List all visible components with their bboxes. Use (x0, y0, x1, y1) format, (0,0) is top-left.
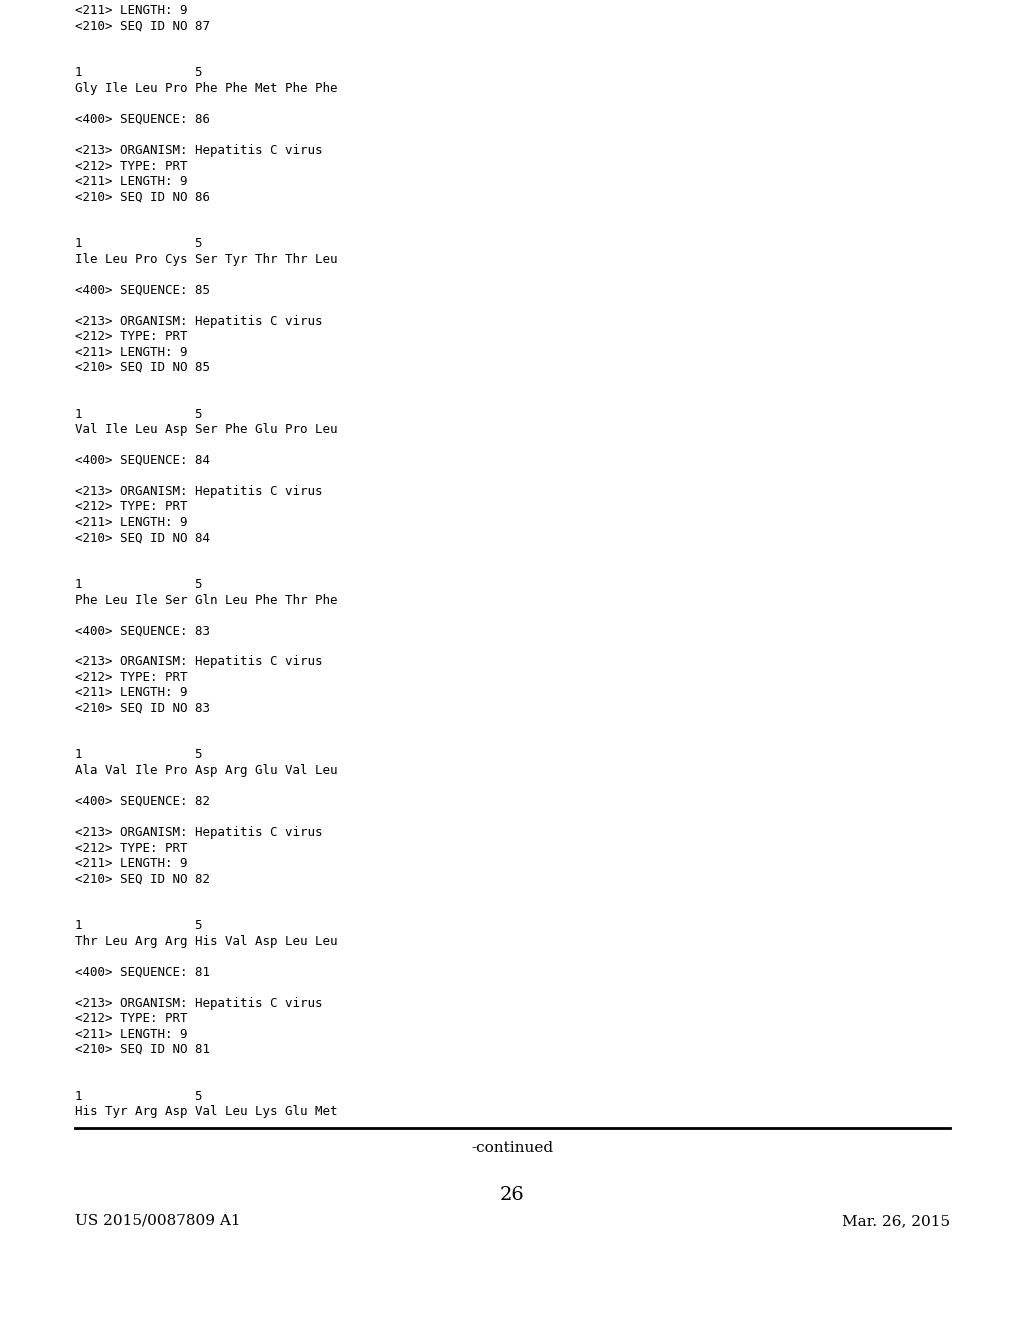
Text: 1               5: 1 5 (75, 408, 203, 421)
Text: <210> SEQ ID NO 86: <210> SEQ ID NO 86 (75, 190, 210, 203)
Text: <211> LENGTH: 9: <211> LENGTH: 9 (75, 1027, 187, 1040)
Text: <400> SEQUENCE: 82: <400> SEQUENCE: 82 (75, 795, 210, 808)
Text: Ala Val Ile Pro Asp Arg Glu Val Leu: Ala Val Ile Pro Asp Arg Glu Val Leu (75, 764, 338, 777)
Text: <210> SEQ ID NO 83: <210> SEQ ID NO 83 (75, 702, 210, 715)
Text: <213> ORGANISM: Hepatitis C virus: <213> ORGANISM: Hepatitis C virus (75, 144, 323, 157)
Text: <212> TYPE: PRT: <212> TYPE: PRT (75, 160, 187, 173)
Text: <210> SEQ ID NO 85: <210> SEQ ID NO 85 (75, 360, 210, 374)
Text: <213> ORGANISM: Hepatitis C virus: <213> ORGANISM: Hepatitis C virus (75, 314, 323, 327)
Text: Ile Leu Pro Cys Ser Tyr Thr Thr Leu: Ile Leu Pro Cys Ser Tyr Thr Thr Leu (75, 252, 338, 265)
Text: <400> SEQUENCE: 85: <400> SEQUENCE: 85 (75, 284, 210, 297)
Text: 1               5: 1 5 (75, 919, 203, 932)
Text: <211> LENGTH: 9: <211> LENGTH: 9 (75, 686, 187, 700)
Text: <211> LENGTH: 9: <211> LENGTH: 9 (75, 346, 187, 359)
Text: <210> SEQ ID NO 81: <210> SEQ ID NO 81 (75, 1043, 210, 1056)
Text: Thr Leu Arg Arg His Val Asp Leu Leu: Thr Leu Arg Arg His Val Asp Leu Leu (75, 935, 338, 948)
Text: <213> ORGANISM: Hepatitis C virus: <213> ORGANISM: Hepatitis C virus (75, 656, 323, 668)
Text: 1               5: 1 5 (75, 578, 203, 591)
Text: <210> SEQ ID NO 82: <210> SEQ ID NO 82 (75, 873, 210, 886)
Text: <212> TYPE: PRT: <212> TYPE: PRT (75, 500, 187, 513)
Text: <210> SEQ ID NO 87: <210> SEQ ID NO 87 (75, 20, 210, 33)
Text: <213> ORGANISM: Hepatitis C virus: <213> ORGANISM: Hepatitis C virus (75, 484, 323, 498)
Text: 1               5: 1 5 (75, 748, 203, 762)
Text: <212> TYPE: PRT: <212> TYPE: PRT (75, 842, 187, 854)
Text: <211> LENGTH: 9: <211> LENGTH: 9 (75, 857, 187, 870)
Text: <213> ORGANISM: Hepatitis C virus: <213> ORGANISM: Hepatitis C virus (75, 997, 323, 1010)
Text: 1               5: 1 5 (75, 66, 203, 79)
Text: Phe Leu Ile Ser Gln Leu Phe Thr Phe: Phe Leu Ile Ser Gln Leu Phe Thr Phe (75, 594, 338, 606)
Text: <212> TYPE: PRT: <212> TYPE: PRT (75, 330, 187, 343)
Text: <400> SEQUENCE: 81: <400> SEQUENCE: 81 (75, 965, 210, 978)
Text: US 2015/0087809 A1: US 2015/0087809 A1 (75, 1214, 241, 1228)
Text: <213> ORGANISM: Hepatitis C virus: <213> ORGANISM: Hepatitis C virus (75, 826, 323, 840)
Text: Mar. 26, 2015: Mar. 26, 2015 (842, 1214, 950, 1228)
Text: 26: 26 (500, 1185, 524, 1204)
Text: -continued: -continued (471, 1140, 553, 1155)
Text: Val Ile Leu Asp Ser Phe Glu Pro Leu: Val Ile Leu Asp Ser Phe Glu Pro Leu (75, 422, 338, 436)
Text: Gly Ile Leu Pro Phe Phe Met Phe Phe: Gly Ile Leu Pro Phe Phe Met Phe Phe (75, 82, 338, 95)
Text: His Tyr Arg Asp Val Leu Lys Glu Met: His Tyr Arg Asp Val Leu Lys Glu Met (75, 1105, 338, 1118)
Text: <400> SEQUENCE: 84: <400> SEQUENCE: 84 (75, 454, 210, 467)
Text: <400> SEQUENCE: 86: <400> SEQUENCE: 86 (75, 114, 210, 125)
Text: <212> TYPE: PRT: <212> TYPE: PRT (75, 1012, 187, 1026)
Text: 1               5: 1 5 (75, 1089, 203, 1102)
Text: <211> LENGTH: 9: <211> LENGTH: 9 (75, 4, 187, 17)
Text: <212> TYPE: PRT: <212> TYPE: PRT (75, 0, 187, 3)
Text: <210> SEQ ID NO 84: <210> SEQ ID NO 84 (75, 532, 210, 544)
Text: <211> LENGTH: 9: <211> LENGTH: 9 (75, 516, 187, 529)
Text: <211> LENGTH: 9: <211> LENGTH: 9 (75, 176, 187, 187)
Text: 1               5: 1 5 (75, 238, 203, 249)
Text: <400> SEQUENCE: 83: <400> SEQUENCE: 83 (75, 624, 210, 638)
Text: <212> TYPE: PRT: <212> TYPE: PRT (75, 671, 187, 684)
